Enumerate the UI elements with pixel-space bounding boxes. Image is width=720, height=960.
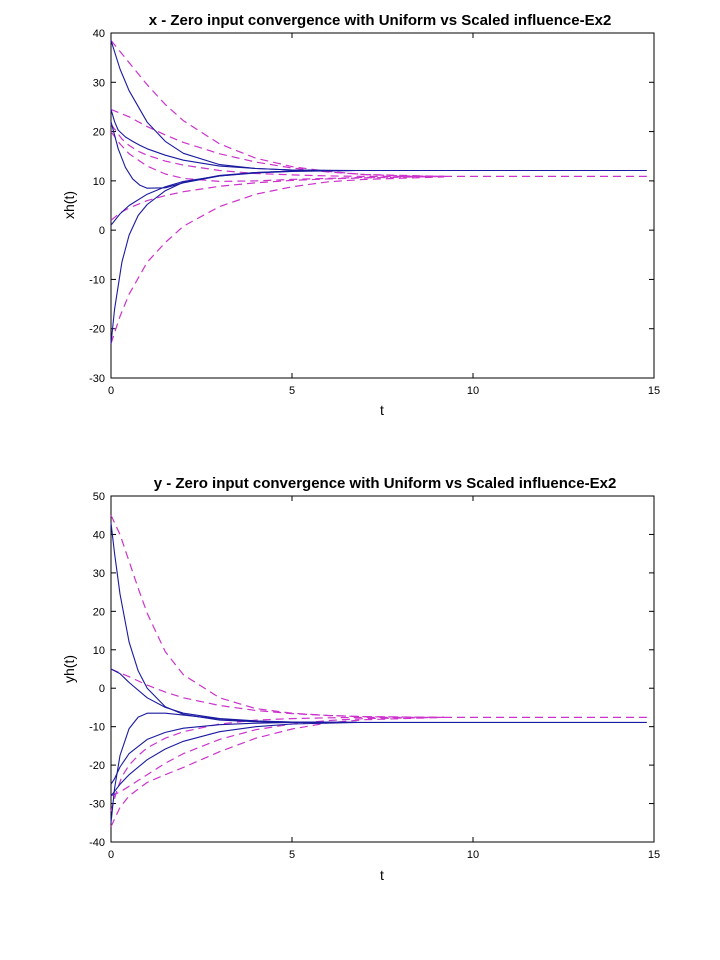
x-tick-label: 0 xyxy=(108,849,114,861)
axis-ticks: 0 5 10 15 -40 -30 -20 -10 0 10 20 30 40 50 xyxy=(89,491,660,861)
series-uniform-4 xyxy=(110,721,358,797)
chart-y-convergence: y - Zero input convergence with Uniform … xyxy=(61,475,660,883)
y-tick-label: 20 xyxy=(93,127,105,139)
y-tick-label: -20 xyxy=(89,324,105,336)
x-tick-label: 15 xyxy=(648,849,660,861)
plot-area-frame xyxy=(110,495,655,843)
x-tick-label: 5 xyxy=(289,849,295,861)
series-scaled-10 xyxy=(110,175,445,221)
y-tick-label: 0 xyxy=(99,683,105,695)
chart-x-convergence: x - Zero input convergence with Uniform … xyxy=(61,12,660,418)
series-scaled-6 xyxy=(110,40,445,177)
x-axis-label: t xyxy=(380,867,384,883)
x-tick-label: 15 xyxy=(648,385,660,397)
series-scaled-10 xyxy=(110,716,445,827)
y-tick-label: 30 xyxy=(93,568,105,580)
x-tick-label: 10 xyxy=(467,385,479,397)
series-scaled-8 xyxy=(110,716,444,812)
y-axis-label: yh(t) xyxy=(61,655,77,683)
series-uniform-4 xyxy=(110,169,358,344)
series-uniform-2 xyxy=(110,712,358,823)
series-scaled-6 xyxy=(110,514,445,718)
y-tick-label: -30 xyxy=(89,373,105,385)
y-tick-label: 30 xyxy=(93,77,105,89)
y-tick-label: 10 xyxy=(93,645,105,657)
series-uniform-1 xyxy=(110,668,358,723)
x-tick-label: 5 xyxy=(289,385,295,397)
series-scaled-7 xyxy=(110,108,445,177)
y-tick-label: 0 xyxy=(99,225,105,237)
y-tick-label: 40 xyxy=(93,28,105,40)
series-uniform-3 xyxy=(110,721,358,785)
series-scaled-8 xyxy=(110,123,444,177)
series-scaled-9 xyxy=(110,716,445,797)
y-axis-label: xh(t) xyxy=(61,191,77,219)
x-tick-label: 10 xyxy=(467,849,479,861)
chart-title: y - Zero input convergence with Uniform … xyxy=(154,475,617,492)
y-tick-label: 40 xyxy=(93,529,105,541)
plot-area-frame xyxy=(110,32,655,379)
series-scaled-9 xyxy=(110,131,445,182)
series-lines xyxy=(110,514,647,827)
series-uniform-0 xyxy=(110,522,358,723)
series-lines xyxy=(110,40,647,344)
x-tick-label: 0 xyxy=(108,385,114,397)
chart-title: x - Zero input convergence with Uniform … xyxy=(149,12,612,29)
y-tick-label: -10 xyxy=(89,722,105,734)
series-scaled-7 xyxy=(110,668,445,718)
y-tick-label: -10 xyxy=(89,274,105,286)
y-tick-label: -20 xyxy=(89,760,105,772)
series-scaled-11 xyxy=(110,176,445,344)
y-tick-label: -30 xyxy=(89,799,105,811)
y-tick-label: 20 xyxy=(93,606,105,618)
y-tick-label: -40 xyxy=(89,837,105,849)
series-uniform-0 xyxy=(110,40,358,172)
axis-ticks: 0 5 10 15 -30 -20 -10 0 10 20 30 40 xyxy=(89,28,660,397)
series-uniform-2 xyxy=(110,109,358,172)
y-tick-label: 50 xyxy=(93,491,105,503)
x-axis-label: t xyxy=(380,402,384,418)
y-tick-label: 10 xyxy=(93,176,105,188)
